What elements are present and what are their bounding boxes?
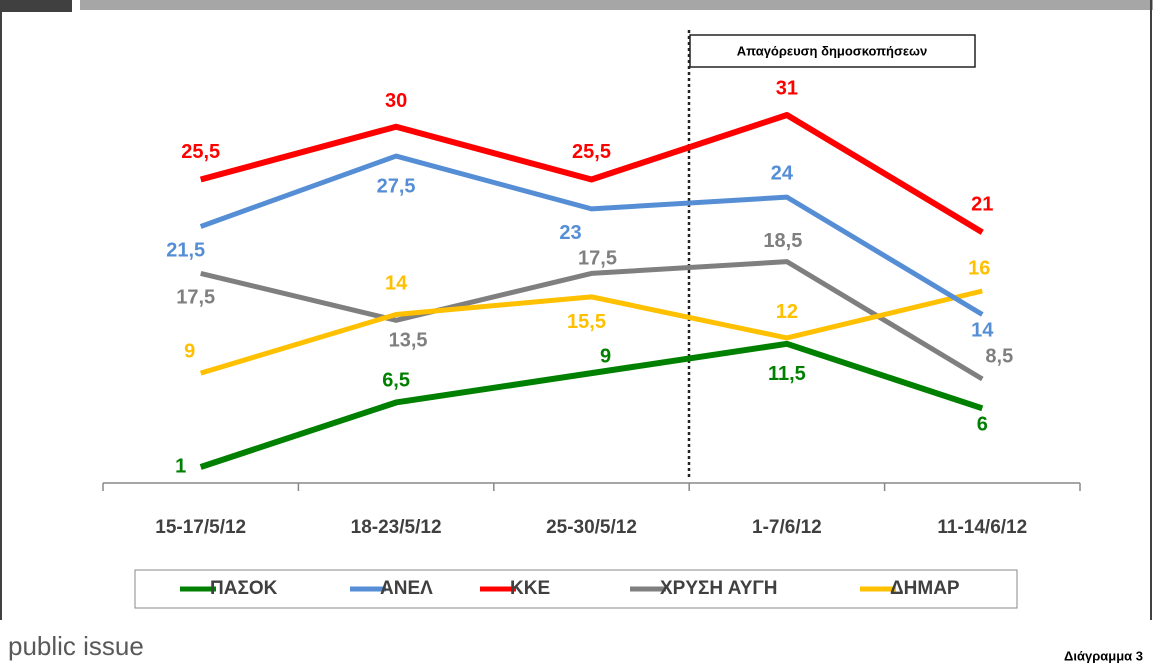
legend-label: ΔΗΜΑΡ xyxy=(890,578,960,599)
value-label: 25,5 xyxy=(181,141,220,163)
value-label: 12 xyxy=(776,301,798,323)
x-tick-label: 15-17/5/12 xyxy=(155,517,246,538)
value-label: 24 xyxy=(771,162,794,184)
series-line xyxy=(199,288,983,376)
value-label: 23 xyxy=(559,222,581,244)
series-line xyxy=(200,259,984,382)
series-line xyxy=(199,112,984,235)
value-label: 8,5 xyxy=(985,345,1013,367)
value-label: 6 xyxy=(977,414,988,436)
annotation-box xyxy=(689,34,976,68)
figure-label: Διάγραμμα 3 xyxy=(1064,648,1143,663)
value-label: 27,5 xyxy=(377,175,416,197)
value-label: 18,5 xyxy=(763,230,802,252)
value-label: 21 xyxy=(971,194,993,216)
value-label: 15,5 xyxy=(567,311,606,333)
legend-label: ΚΚΕ xyxy=(510,578,550,599)
value-label: 21,5 xyxy=(166,240,205,262)
value-label: 30 xyxy=(385,90,407,112)
value-label: 13,5 xyxy=(389,330,428,352)
header-bar xyxy=(80,0,1153,10)
value-label: 17,5 xyxy=(176,287,215,309)
header-block xyxy=(0,0,72,12)
x-tick-label: 18-23/5/12 xyxy=(351,517,442,538)
annotation: Απαγόρευση δημοσκοπήσεων xyxy=(737,43,928,58)
value-label: 9 xyxy=(600,345,611,367)
value-label: 14 xyxy=(971,320,994,342)
value-label: 11,5 xyxy=(768,363,806,385)
value-label: 14 xyxy=(385,273,408,295)
value-label: 25,5 xyxy=(572,141,611,163)
value-label: 9 xyxy=(184,340,195,362)
value-label: 31 xyxy=(776,77,798,99)
legend-label: ΑΝΕΛ xyxy=(380,578,433,599)
x-tick-label: 11-14/6/12 xyxy=(937,517,1027,538)
x-tick-label: 25-30/5/12 xyxy=(546,517,637,538)
series-line xyxy=(199,153,984,317)
value-label: 6,5 xyxy=(382,370,410,392)
x-tick-label: 1-7/6/12 xyxy=(752,517,822,538)
value-label: 16 xyxy=(968,257,990,279)
legend-label: ΠΑΣΟΚ xyxy=(210,578,278,599)
source: public issue xyxy=(8,631,144,661)
series-line xyxy=(199,340,984,470)
legend-label: ΧΡΥΣΗ ΑΥΓΗ xyxy=(660,578,778,599)
value-label: 17,5 xyxy=(578,248,617,270)
value-label: 1 xyxy=(175,455,186,477)
